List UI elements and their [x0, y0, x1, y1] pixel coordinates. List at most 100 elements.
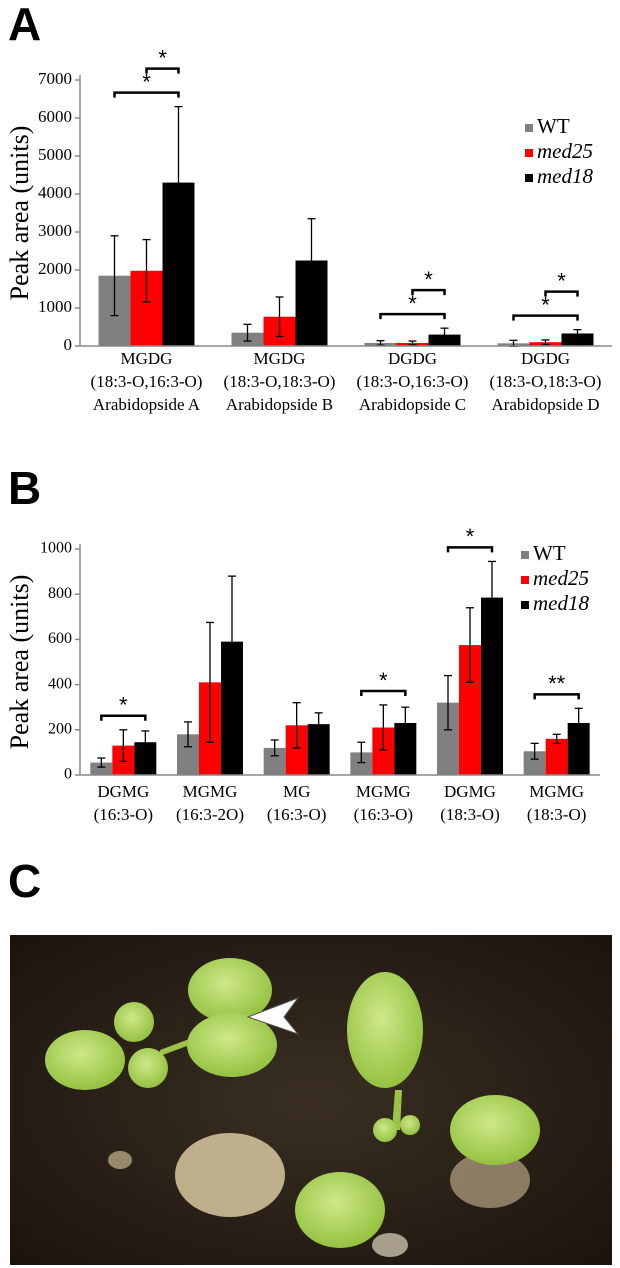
legend-swatch	[521, 576, 529, 584]
significance-bracket	[533, 693, 580, 700]
significance-bracket	[360, 689, 407, 696]
error-bar	[228, 575, 236, 708]
bar	[285, 725, 308, 775]
x-tick-label: (16:3-2O)	[176, 805, 244, 824]
legend-label: med18	[537, 164, 593, 188]
x-tick-label: (18:3-O)	[527, 805, 586, 824]
y-tick-label: 7000	[38, 69, 72, 88]
significance-bracket	[512, 314, 579, 321]
error-bar	[141, 730, 150, 755]
bar	[437, 702, 459, 775]
significance-label: *	[408, 291, 417, 316]
x-tick-label: (18:3-O,16:3-O)	[91, 372, 203, 391]
legend-label: med18	[533, 591, 589, 615]
x-tick-label: DGMG	[97, 782, 149, 801]
significance-bracket	[544, 290, 579, 297]
significance-bracket	[113, 91, 180, 98]
legend-label: med25	[533, 566, 589, 590]
y-tick-label: 2000	[38, 259, 72, 278]
error-bar	[466, 607, 474, 683]
y-tick-label: 800	[48, 585, 72, 602]
y-tick-label: 0	[64, 766, 72, 783]
bar	[372, 727, 395, 775]
error-bar	[408, 340, 417, 346]
x-tick-label: MGMG	[183, 782, 238, 801]
y-tick-label: 1000	[38, 297, 72, 316]
legend-label: WT	[533, 541, 566, 565]
bar	[561, 333, 594, 346]
error-bar	[97, 757, 106, 768]
y-tick-label: 600	[48, 630, 72, 647]
error-bar	[573, 329, 582, 338]
bar	[221, 641, 243, 775]
error-bar	[314, 712, 323, 737]
significance-label: *	[119, 693, 128, 718]
x-tick-label: Arabidopside D	[491, 395, 599, 414]
x-tick-label: Arabidopside C	[359, 395, 466, 414]
significance-label: *	[424, 267, 433, 292]
panel-label: B	[8, 462, 41, 514]
x-tick-label: (18:3-O,18:3-O)	[490, 372, 602, 391]
x-tick-label: MGDG	[121, 349, 173, 368]
y-tick-label: 400	[48, 675, 72, 692]
y-tick-label: 3000	[38, 221, 72, 240]
error-bar	[270, 739, 279, 757]
photo	[10, 935, 612, 1265]
panel-label: C	[8, 855, 41, 907]
significance-bracket	[145, 67, 180, 74]
error-bar	[574, 707, 583, 739]
x-tick-label: Arabidopside B	[226, 395, 333, 414]
y-axis-label: Peak area (units)	[5, 575, 34, 750]
error-bar	[552, 733, 561, 745]
x-tick-label: Arabidopside A	[93, 395, 201, 414]
bar	[523, 751, 546, 775]
x-tick-label: (18:3-O,18:3-O)	[224, 372, 336, 391]
x-tick-label: (16:3-O)	[354, 805, 413, 824]
error-bar	[292, 702, 301, 749]
error-bar	[119, 729, 128, 763]
y-tick-label: 1000	[40, 540, 72, 557]
x-tick-label: DGMG	[444, 782, 496, 801]
significance-label: **	[548, 671, 566, 696]
x-tick-label: DGDG	[521, 349, 570, 368]
x-tick-label: (16:3-O)	[94, 805, 153, 824]
y-tick-label: 0	[64, 335, 73, 354]
legend-swatch	[521, 601, 529, 609]
bar	[350, 752, 373, 775]
legend-swatch	[525, 124, 533, 132]
error-bar	[184, 721, 192, 748]
bar	[307, 724, 330, 775]
error-bar	[440, 327, 449, 342]
error-bar	[401, 706, 410, 740]
significance-label: *	[142, 69, 151, 94]
error-bar	[110, 235, 119, 317]
error-bar	[357, 741, 366, 764]
significance-bracket	[411, 288, 446, 296]
y-tick-label: 200	[48, 720, 72, 737]
bar	[567, 723, 590, 775]
error-bar	[142, 238, 151, 303]
error-bar	[444, 674, 452, 731]
error-bar	[243, 323, 252, 342]
legend-label: WT	[537, 114, 570, 138]
significance-label: *	[379, 668, 388, 693]
x-tick-label: DGDG	[388, 349, 437, 368]
x-tick-label: MG	[283, 782, 310, 801]
error-bar	[174, 105, 183, 260]
error-bar	[488, 560, 496, 635]
bar	[90, 762, 113, 775]
y-tick-label: 6000	[38, 107, 72, 126]
x-tick-label: MGMG	[529, 782, 584, 801]
error-bar	[541, 339, 550, 346]
bar	[134, 742, 157, 775]
error-bar	[376, 340, 385, 346]
y-tick-label: 5000	[38, 145, 72, 164]
significance-bracket	[100, 714, 147, 721]
legend-swatch	[521, 551, 529, 559]
bar	[263, 747, 286, 775]
bar	[545, 738, 568, 775]
legend-label: med25	[537, 139, 593, 163]
bar	[459, 645, 481, 775]
x-tick-label: (16:3-O)	[267, 805, 326, 824]
